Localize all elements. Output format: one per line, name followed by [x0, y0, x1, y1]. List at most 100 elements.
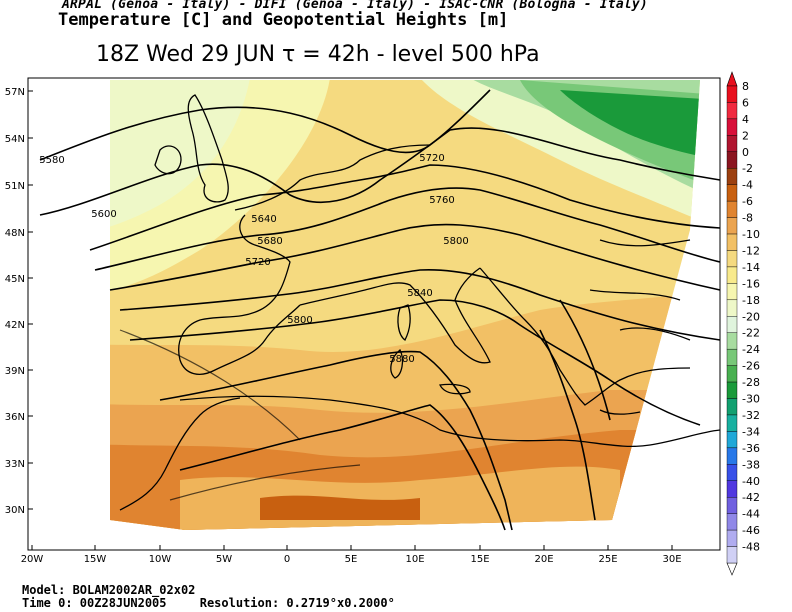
legend-swatch [726, 299, 738, 317]
legend-label: -20 [742, 310, 760, 323]
legend-swatch [726, 135, 738, 152]
lat-label: 45N [5, 274, 25, 285]
lon-label: 10W [149, 554, 172, 565]
legend-swatch [726, 151, 738, 169]
contour-label: 5760 [429, 195, 454, 206]
color-legend: 8 6 4 2 0 -2 -4 -6 -8 -10 -12 -14 -16 -18 -20 -22 -24 -26… [726, 71, 760, 576]
legend-label: -30 [742, 393, 760, 406]
legend-swatch [726, 447, 738, 465]
contour-label: 5880 [389, 354, 414, 365]
legend-label: -24 [742, 343, 760, 356]
legend-upper-arrow [726, 71, 738, 87]
legend-swatch [726, 480, 738, 498]
legend-label: -14 [742, 261, 760, 274]
lat-label: 48N [5, 228, 25, 239]
lon-label: 30E [662, 554, 681, 565]
map-subtitle: 18Z Wed 29 JUN τ = 42h - level 500 hPa [96, 42, 540, 67]
legend-label: -8 [742, 212, 753, 225]
contour-label: 5800 [443, 236, 468, 247]
legend-swatch [726, 398, 738, 416]
legend-label: -32 [742, 409, 760, 422]
legend-swatch [726, 381, 738, 399]
legend-label: -34 [742, 425, 760, 438]
legend-swatch [726, 464, 738, 481]
lon-label: 0 [284, 554, 290, 565]
lon-label: 5W [216, 554, 232, 565]
lat-label: 30N [5, 505, 25, 516]
legend-label: -6 [742, 195, 753, 208]
legend-swatch [726, 250, 738, 268]
credits-line: ARPAL (Genoa - Italy) - DIFI (Genoa - It… [62, 0, 648, 12]
latitude-axis: 57N 54N 51N 48N 45N 42N 39N 36N 33N 30N [5, 87, 25, 516]
footer-model: Model: BOLAM2002AR_02x02 [22, 584, 195, 597]
legend-label: -4 [742, 179, 753, 192]
lat-label: 54N [5, 134, 25, 145]
legend-label: 2 [742, 129, 749, 142]
legend-label: 6 [742, 96, 749, 109]
longitude-ticks [31, 545, 673, 550]
legend-label: -38 [742, 458, 760, 471]
lat-label: 33N [5, 459, 25, 470]
legend-label: -40 [742, 475, 760, 488]
lon-label: 5E [345, 554, 358, 565]
legend-swatch [726, 529, 738, 547]
contour-label: 5720 [419, 153, 444, 164]
lat-label: 42N [5, 320, 25, 331]
lon-label: 15E [470, 554, 489, 565]
lon-label: 15W [84, 554, 107, 565]
legend-swatch [726, 497, 738, 514]
legend-label: -12 [742, 244, 760, 257]
legend-swatch [726, 118, 738, 136]
legend-swatch [726, 431, 738, 449]
contour-label: 5800 [287, 315, 312, 326]
legend-label: 8 [742, 80, 749, 93]
legend-label: -2 [742, 162, 753, 175]
legend-label: -16 [742, 277, 760, 290]
legend-swatch [726, 217, 738, 235]
lon-label: 10E [405, 554, 424, 565]
legend-swatch [726, 414, 738, 432]
legend-swatch [726, 348, 738, 366]
legend-swatch [726, 200, 738, 218]
legend-swatch [726, 233, 738, 251]
legend-swatch [726, 513, 738, 531]
coastlines [119, 94, 721, 511]
legend-swatch [726, 266, 738, 284]
temperature-isolines [119, 329, 361, 501]
latitude-ticks [28, 90, 33, 510]
legend-lower-arrow [726, 562, 738, 576]
legend-label: -18 [742, 294, 760, 307]
map-title: Temperature [C] and Geopotential Heights… [58, 10, 509, 30]
lat-label: 57N [5, 87, 25, 98]
lon-label: 20W [21, 554, 44, 565]
contour-label: 5680 [257, 236, 282, 247]
legend-label: -26 [742, 360, 760, 373]
contour-label: 5840 [407, 288, 432, 299]
legend-label: -22 [742, 327, 760, 340]
legend-label: -36 [742, 442, 760, 455]
contour-label: 5600 [91, 209, 116, 220]
legend-label: -48 [742, 541, 760, 554]
legend-swatch [726, 283, 738, 301]
legend-swatch [726, 168, 738, 185]
legend-label: -44 [742, 508, 760, 521]
resolution-text: Resolution: 0.2719°x0.2000° [199, 596, 395, 610]
legend-label: -10 [742, 228, 760, 241]
legend-label: -28 [742, 376, 760, 389]
legend-label: -46 [742, 524, 760, 537]
geopotential-contours [39, 89, 721, 531]
legend-swatch [726, 102, 738, 120]
contour-label: 5580 [39, 155, 64, 166]
legend-swatch [726, 316, 738, 333]
legend-label: 4 [742, 113, 749, 126]
legend-swatch [726, 365, 738, 383]
contour-labels: 5580 5600 5640 5680 5720 5720 5760 5800 … [39, 153, 468, 365]
lat-label: 51N [5, 181, 25, 192]
lon-label: 25E [598, 554, 617, 565]
model-text: Model: BOLAM2002AR_02x02 [22, 583, 196, 597]
temperature-field [110, 80, 700, 530]
legend-swatch [726, 332, 738, 350]
footer-time: Time 0: 00Z28JUN2005 Resolution: 0.2719°… [22, 597, 395, 610]
lat-label: 39N [5, 366, 25, 377]
time-text: Time 0: 00Z28JUN2005 [22, 596, 167, 610]
